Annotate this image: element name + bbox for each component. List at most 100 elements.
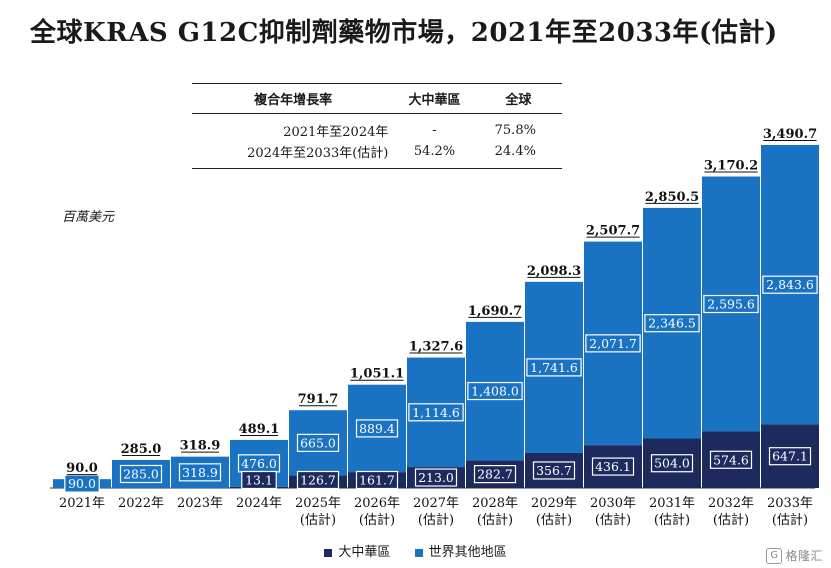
watermark: G 格隆汇 [766,547,823,564]
x-tick-sublabel: (估計) [595,512,631,528]
unit-label: 百萬美元 [62,210,115,225]
data-label-box-china [768,447,812,466]
total-label: 3,490.7 [763,127,817,142]
data-label-box-rest-of-world [178,463,222,482]
total-label: 791.7 [298,392,339,407]
x-tick-sublabel: (估計) [654,512,690,528]
data-label-rest-of-world: 1,741.6 [530,360,578,375]
total-label: 3,170.2 [704,158,758,173]
x-tick-label: 2027年 [413,496,459,511]
data-label-box-rest-of-world [355,419,399,438]
legend-item-rest-of-world: 世界其他地區 [414,541,507,560]
data-label-box-rest-of-world [762,275,818,294]
data-label-rest-of-world: 318.9 [182,465,218,480]
cagr-table: 複合年增長率 大中華區 全球 2021年至2024年 - 75.8% 2024年… [192,83,562,169]
x-tick-sublabel: (估計) [772,512,808,528]
data-label-rest-of-world: 889.4 [359,421,395,436]
data-label-china: 574.6 [713,452,749,467]
data-label-china: 161.7 [359,473,395,488]
cagr-china-value: - [432,123,437,138]
watermark-text: 格隆汇 [785,548,823,563]
total-label: 1,051.1 [350,367,404,382]
data-label-box-china [414,468,458,487]
x-tick-label: 2026年 [354,496,400,511]
data-label-box-rest-of-world [526,358,582,377]
cagr-global-value: 24.4% [474,141,562,169]
x-tick-sublabel: (估計) [300,512,336,528]
legend-swatch-rest-of-world [414,548,423,557]
data-label-box-rest-of-world [296,433,340,452]
data-label-box-china [241,470,277,490]
x-tick-sublabel: (估計) [418,512,454,528]
data-label-china: 647.1 [772,449,808,464]
data-label-rest-of-world: 2,595.6 [707,297,755,312]
cagr-period: 2024年至2033年(估計) [192,141,395,169]
data-label-rest-of-world: 476.0 [241,456,277,471]
x-tick-sublabel: (估計) [713,512,749,528]
cagr-header-global: 全球 [474,83,562,114]
data-label-box-china [591,457,635,476]
x-tick-label: 2023年 [177,496,223,511]
total-label: 285.0 [121,442,162,457]
x-tick-label: 2032年 [708,496,754,511]
data-label-box-china [355,470,399,490]
chart-legend: 大中華區 世界其他地區 [0,541,831,560]
data-label-china: 213.0 [418,470,454,485]
data-label-rest-of-world: 2,843.6 [766,277,814,292]
total-label: 1,327.6 [409,340,463,355]
data-label-box-china [473,465,517,484]
data-label-box-china [532,461,576,480]
stacked-bar-chart: 90.090.0 2021年 285.0 285.0 2022年 318.9 318.9 20… [50,127,819,528]
cagr-table-header-row: 複合年增長率 大中華區 全球 [192,83,562,114]
total-label: 1,690.7 [468,304,522,319]
cagr-table-row: 2021年至2024年 - 75.8% [192,114,562,142]
total-label: 318.9 [180,439,221,454]
total-label: 2,098.3 [527,264,581,279]
data-label-china: 126.7 [300,473,336,488]
data-label-box-rest-of-world [119,464,163,484]
data-label-rest-of-world: 90.0 [68,476,96,491]
data-label-box-rest-of-world [585,334,641,353]
data-label-box-rest-of-world [703,294,759,314]
data-label-rest-of-world: 2,346.5 [648,316,696,331]
watermark-logo-icon: G [766,548,783,564]
data-label-china: 436.1 [595,459,631,474]
total-label: 2,850.5 [645,190,699,205]
cagr-header-china: 大中華區 [394,83,475,114]
x-tick-sublabel: (估計) [477,512,513,528]
cagr-table-row: 2024年至2033年(估計) 54.2% 24.4% [192,141,562,169]
total-label: 90.0 [66,461,98,476]
cagr-header-label: 複合年增長率 [192,83,395,114]
x-tick-sublabel: (估計) [536,512,572,528]
x-tick-label: 2028年 [472,496,518,511]
x-tick-sublabel: (估計) [359,512,395,528]
data-label-rest-of-world: 2,071.7 [589,336,637,351]
legend-label-rest-of-world: 世界其他地區 [428,545,507,560]
data-label-box-rest-of-world [644,314,700,333]
chart-title: 全球KRAS G12C抑制劑藥物市場，2021年至2033年(估計) [30,18,778,48]
x-tick-label: 2030年 [590,496,636,511]
data-label-box-china [709,450,753,469]
legend-swatch-china [324,548,333,557]
data-label-rest-of-world: 285.0 [123,466,159,481]
data-label-china: 282.7 [477,467,513,482]
cagr-global-value: 75.8% [494,123,536,138]
x-tick-label: 2022年 [118,496,164,511]
data-label-china: 356.7 [536,463,572,478]
data-label-box-rest-of-world [467,381,523,401]
data-label-box-rest-of-world [408,403,464,422]
data-label-box-china [296,470,340,490]
x-tick-label: 2021年 [59,496,105,511]
data-label-china: 13.1 [245,473,273,488]
data-label-china: 504.0 [654,456,690,471]
data-label-rest-of-world: 1,114.6 [412,405,460,420]
x-tick-label: 2033年 [767,496,813,511]
legend-label-china: 大中華區 [338,545,391,560]
cagr-china-value: 54.2% [394,141,475,169]
total-label: 489.1 [239,422,280,437]
x-tick-label: 2024年 [236,496,282,511]
data-label-rest-of-world: 665.0 [300,435,336,450]
total-label: 2,507.7 [586,224,640,239]
legend-item-china: 大中華區 [324,541,390,560]
data-label-box-china [650,454,694,473]
